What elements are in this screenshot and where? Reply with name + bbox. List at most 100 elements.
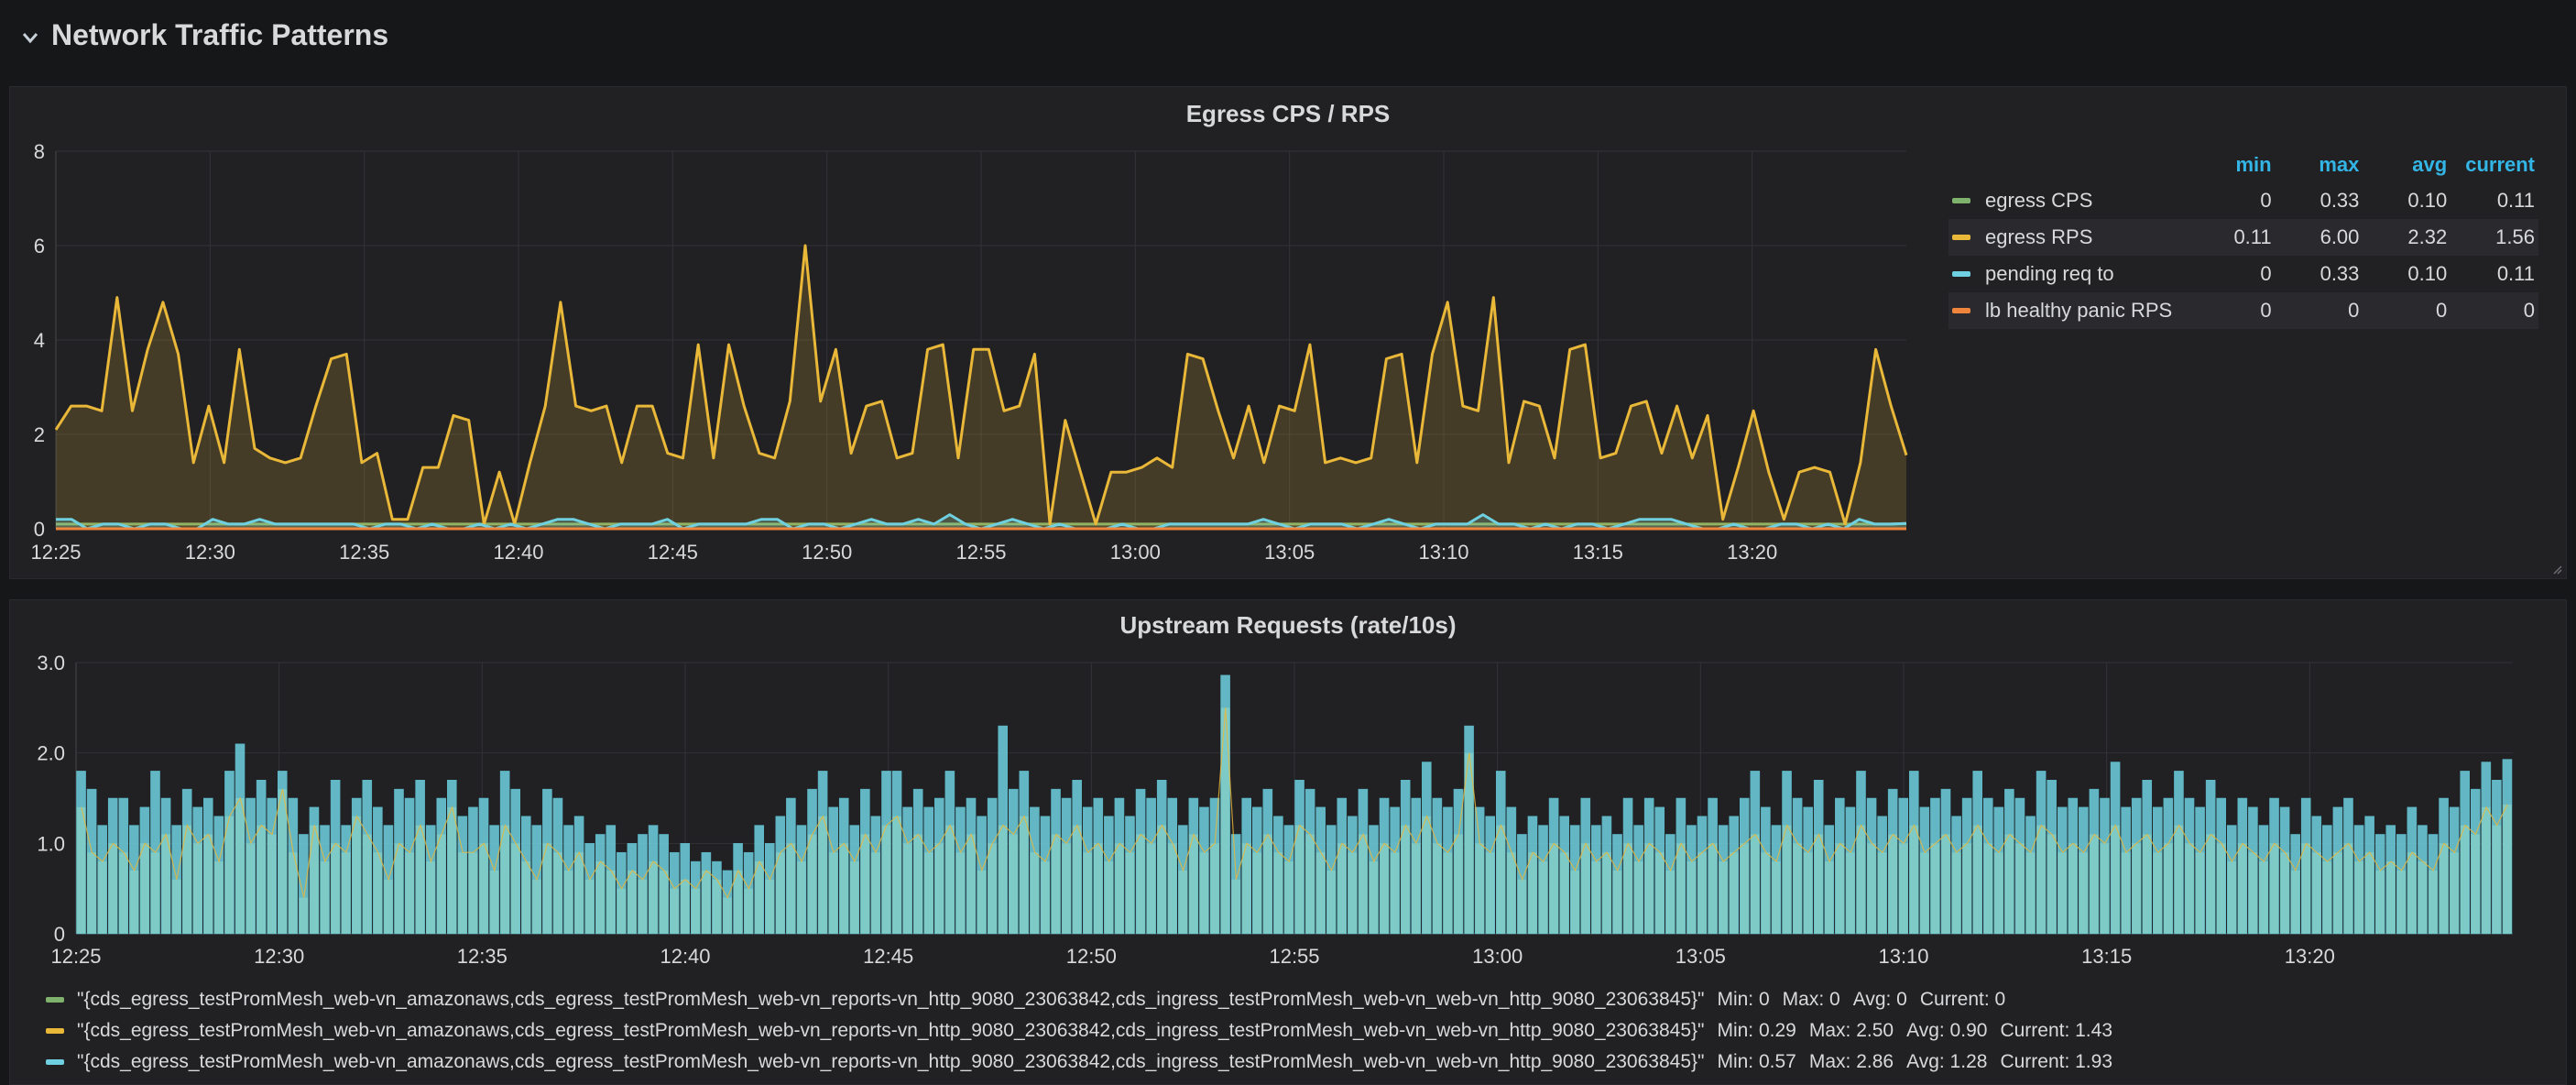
bar	[1887, 788, 1898, 935]
upstream-chart[interactable]: 0 1.0 2.0 3.0 12:25 12:30 12:35 12:40 12:45 12:50…	[10, 600, 2568, 967]
bar	[1495, 771, 1506, 935]
legend-series-name[interactable]: egress CPS	[1985, 189, 2093, 212]
chevron-down-icon[interactable]	[18, 26, 42, 49]
bar	[224, 771, 235, 935]
bar	[1358, 788, 1369, 935]
bar	[520, 816, 531, 935]
bar	[1030, 806, 1040, 935]
bar	[2407, 806, 2418, 935]
legend-header-min[interactable]: min	[2235, 153, 2272, 176]
bar	[1283, 825, 1294, 935]
bar	[1135, 788, 1146, 935]
bar	[1654, 806, 1665, 935]
series-color-swatch[interactable]	[46, 1059, 64, 1065]
legend-series-name[interactable]: pending req to	[1985, 262, 2114, 285]
bar	[2418, 825, 2428, 935]
bar	[2014, 797, 2025, 935]
bar	[659, 834, 669, 935]
bar	[1251, 806, 1262, 935]
x-tick-label: 12:40	[493, 541, 543, 564]
legend-series-name[interactable]: "{cds_egress_testPromMesh_web-vn_amazona…	[77, 989, 1705, 1010]
series-color-swatch[interactable]	[46, 1028, 64, 1034]
legend-series-name[interactable]: "{cds_egress_testPromMesh_web-vn_amazona…	[77, 1020, 1705, 1041]
y-tick-label: 8	[34, 140, 45, 163]
bar	[76, 771, 86, 935]
bar	[1369, 825, 1379, 935]
series-color-swatch[interactable]	[1952, 271, 1970, 277]
row-header[interactable]: Network Traffic Patterns	[0, 0, 2576, 75]
bar	[1348, 816, 1358, 935]
legend-header-avg[interactable]: avg	[2412, 153, 2448, 176]
egress-chart[interactable]: 0 2 4 6 8 12:25 12:30 12:35 12:40 12:45 12:50 12:55…	[10, 87, 1916, 580]
bar	[181, 788, 192, 935]
bar	[817, 771, 828, 935]
bar	[1982, 797, 1993, 935]
bar	[139, 806, 150, 935]
bar	[1665, 834, 1675, 935]
series-line	[56, 521, 1907, 526]
legend-row[interactable]: egress RPS 0.11 6.00 2.32 1.56	[1948, 219, 2538, 256]
legend-row[interactable]: pending req to 0 0.33 0.10 0.11	[1948, 256, 2538, 292]
legend-header-max[interactable]: max	[2319, 153, 2360, 176]
x-tick-label: 12:30	[254, 945, 304, 967]
legend-row[interactable]: "{cds_egress_testPromMesh_web-vn_amazona…	[46, 1015, 2112, 1047]
bar	[1072, 780, 1082, 935]
bar	[267, 797, 277, 935]
bar	[595, 834, 606, 935]
legend-max: Max: 2.86	[1808, 1051, 1894, 1072]
bar	[1951, 816, 1961, 935]
bar	[542, 788, 552, 935]
bar	[2047, 780, 2057, 935]
x-tick-label: 13:20	[2285, 945, 2335, 967]
bar	[1961, 797, 1972, 935]
bar	[1517, 834, 1527, 935]
panel-upstream-requests[interactable]: Upstream Requests (rate/10s) 0 1.0 2.0 3.0 1…	[9, 599, 2567, 1085]
bar	[2205, 780, 2216, 935]
bar	[1019, 771, 1030, 935]
legend-header-current[interactable]: current	[2465, 153, 2535, 176]
bar	[510, 788, 520, 935]
bar	[627, 843, 638, 935]
legend-avg: Avg: 0.90	[1906, 1020, 1988, 1041]
bar	[2290, 834, 2300, 935]
bar	[1443, 806, 1453, 935]
bar	[2025, 816, 2036, 935]
bar	[1643, 797, 1654, 935]
resize-handle-icon[interactable]	[2551, 564, 2562, 575]
bar	[415, 780, 425, 935]
bar	[1898, 797, 1909, 935]
series-color-swatch[interactable]	[1952, 235, 1970, 240]
y-tick-label: 1.0	[37, 832, 65, 855]
legend-row[interactable]: lb healthy panic RPS 0 0 0 0	[1948, 292, 2538, 329]
bar	[1750, 771, 1761, 935]
legend-row[interactable]: "{cds_egress_testPromMesh_web-vn_amazona…	[46, 984, 2112, 1015]
legend-row[interactable]: egress CPS 0 0.33 0.10 0.11	[1948, 182, 2538, 219]
legend-series-name[interactable]: egress RPS	[1985, 225, 2093, 248]
panel-title[interactable]: Upstream Requests (rate/10s)	[1119, 611, 1457, 639]
bar	[2460, 771, 2470, 935]
bar	[2089, 788, 2100, 935]
legend-series-name[interactable]: lb healthy panic RPS	[1985, 299, 2173, 322]
series-color-swatch[interactable]	[46, 997, 64, 1003]
x-tick-label: 12:25	[50, 945, 101, 967]
bar	[2428, 834, 2439, 935]
series-color-swatch[interactable]	[1952, 198, 1970, 203]
bar	[1835, 797, 1845, 935]
legend-current: Current: 0	[1919, 989, 2006, 1010]
bar	[934, 797, 944, 935]
legend-series-name[interactable]: "{cds_egress_testPromMesh_web-vn_amazona…	[77, 1051, 1705, 1072]
panel-title[interactable]: Egress CPS / RPS	[1185, 100, 1391, 127]
bar	[1061, 797, 1072, 935]
series-color-swatch[interactable]	[1952, 308, 1970, 313]
bar	[849, 825, 860, 935]
legend-row[interactable]: "{cds_egress_testPromMesh_web-vn_amazona…	[46, 1047, 2112, 1078]
bar	[118, 797, 129, 935]
bar	[2163, 797, 2174, 935]
bar	[1729, 816, 1739, 935]
bar	[1209, 797, 1220, 935]
panel-egress-cps-rps[interactable]: Egress CPS / RPS 0 2 4 6 8 12:25 12:30 12:35 12:…	[9, 86, 2567, 579]
bar	[457, 816, 468, 935]
bar	[1294, 780, 1304, 935]
bar	[192, 806, 203, 935]
y-tick-label: 2.0	[37, 742, 65, 765]
